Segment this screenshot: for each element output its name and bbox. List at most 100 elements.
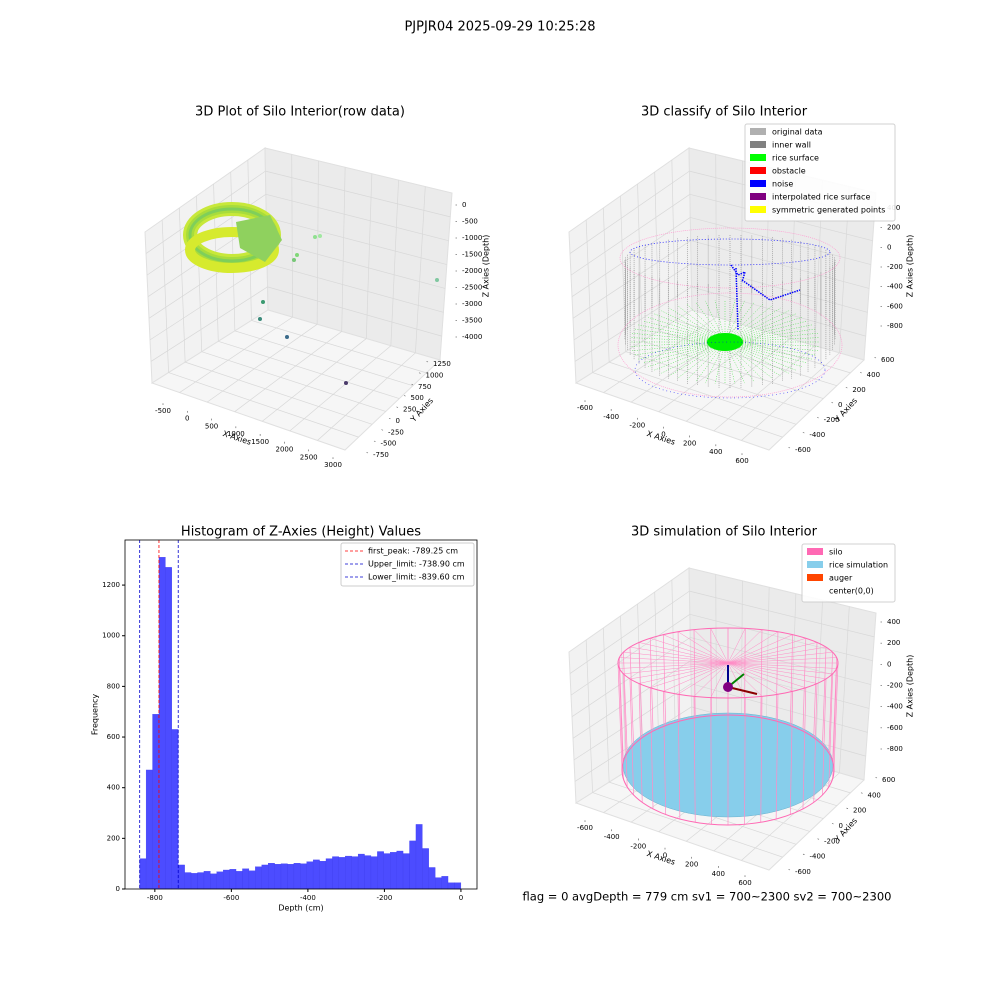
silo-wire bbox=[663, 634, 729, 664]
bar bbox=[248, 870, 256, 890]
pane-grid bbox=[713, 345, 816, 432]
silo-wire bbox=[623, 651, 729, 664]
silo-wire bbox=[619, 668, 624, 779]
tick-label: 600 bbox=[882, 776, 895, 784]
bar bbox=[261, 864, 269, 890]
tick-label: 200 bbox=[887, 224, 900, 232]
silo-wire bbox=[828, 673, 833, 788]
bar bbox=[447, 882, 455, 890]
surface-ray bbox=[686, 341, 726, 381]
legend-swatch bbox=[807, 561, 823, 568]
pane-grid bbox=[689, 590, 875, 638]
legend-label: first_peak: -789.25 cm bbox=[368, 547, 458, 556]
legend-label: silo bbox=[829, 548, 843, 557]
bar bbox=[145, 769, 153, 890]
tick-mark bbox=[802, 432, 805, 434]
tick-label: -200 bbox=[887, 263, 903, 271]
tick-label: -600 bbox=[887, 302, 903, 310]
pane-grid bbox=[178, 207, 186, 363]
surface-ray bbox=[724, 303, 764, 343]
pane-grid bbox=[266, 240, 446, 289]
silo-wire bbox=[638, 683, 643, 803]
silo-wire bbox=[710, 628, 712, 716]
tick-label: 200 bbox=[683, 439, 696, 447]
legend-label: inner wall bbox=[772, 141, 811, 150]
bar bbox=[402, 853, 410, 890]
surface-ray bbox=[724, 320, 808, 343]
silo-wire bbox=[727, 629, 763, 664]
bar bbox=[396, 850, 404, 890]
pane-grid bbox=[230, 171, 236, 331]
silo-wire bbox=[727, 662, 806, 688]
tick-label: 0 bbox=[462, 201, 466, 209]
tick-label: 400 bbox=[887, 618, 900, 626]
pane-grid bbox=[569, 170, 690, 254]
bar bbox=[441, 876, 449, 890]
legend-label: auger bbox=[829, 574, 853, 583]
pane-grid bbox=[265, 170, 451, 218]
tick-label: -400 bbox=[887, 283, 903, 291]
tick-label: -2000 bbox=[462, 267, 482, 275]
bar bbox=[152, 714, 160, 890]
pane-grid bbox=[415, 186, 426, 353]
tick-label: 1500 bbox=[251, 438, 269, 446]
pane-grid bbox=[691, 286, 866, 337]
bar bbox=[223, 869, 230, 890]
tick-label: 2000 bbox=[276, 446, 294, 454]
tick-label: -400 bbox=[604, 833, 620, 841]
silo-wire bbox=[649, 687, 654, 809]
surface-ray bbox=[724, 341, 736, 384]
silo-wire bbox=[833, 662, 839, 771]
tick-label: -800 bbox=[887, 745, 903, 753]
surface-ray bbox=[714, 300, 726, 343]
tick-label: 0 bbox=[663, 852, 667, 860]
bar bbox=[171, 729, 179, 890]
silo-wire bbox=[623, 673, 628, 788]
tick-mark bbox=[802, 853, 805, 855]
pane-grid bbox=[201, 351, 386, 412]
silo-wire bbox=[663, 662, 729, 692]
silo-wire bbox=[710, 662, 729, 698]
legend-swatch bbox=[750, 154, 766, 161]
tick-mark bbox=[875, 777, 878, 779]
pane-grid bbox=[609, 361, 797, 425]
surface-ray bbox=[724, 341, 789, 374]
point bbox=[292, 258, 296, 262]
z-axis-label: Z Axies (Depth) bbox=[482, 235, 491, 298]
tick-label: -3500 bbox=[462, 317, 482, 325]
tick-label: -200 bbox=[824, 837, 840, 845]
bar bbox=[184, 872, 192, 890]
bar bbox=[229, 869, 237, 890]
bar bbox=[415, 824, 423, 890]
pane-grid bbox=[262, 338, 367, 422]
pane-grid bbox=[571, 217, 691, 298]
bar bbox=[197, 872, 205, 890]
pane-grid bbox=[658, 331, 766, 412]
silo-wire bbox=[650, 662, 729, 688]
pane-grid bbox=[741, 352, 840, 441]
tick-label: 250 bbox=[403, 406, 416, 414]
tick-label: -800 bbox=[887, 322, 903, 330]
surface-ray bbox=[661, 341, 726, 374]
silo-wire bbox=[638, 642, 729, 664]
tick-mark bbox=[831, 823, 834, 825]
surface-ray bbox=[724, 341, 764, 381]
pane-grid bbox=[671, 159, 676, 321]
silo-wire bbox=[710, 628, 729, 664]
pane-grid bbox=[291, 154, 293, 318]
surface-ray bbox=[724, 341, 808, 364]
y-tick-label: 600 bbox=[107, 733, 120, 741]
pane-grid bbox=[266, 217, 447, 265]
tick-label: -500 bbox=[155, 407, 171, 415]
silo-wire bbox=[760, 629, 763, 718]
tick-label: 200 bbox=[852, 386, 865, 394]
tick-label: 0 bbox=[396, 417, 400, 425]
pane-grid bbox=[234, 331, 342, 412]
pane-grid bbox=[585, 219, 593, 373]
x-tick-label: -800 bbox=[147, 894, 163, 902]
tick-mark bbox=[381, 429, 384, 431]
silo-wire bbox=[617, 662, 623, 771]
pane-grid bbox=[185, 361, 373, 425]
legend-label: symmetric generated points bbox=[772, 206, 885, 215]
tick-label: -200 bbox=[629, 422, 645, 430]
